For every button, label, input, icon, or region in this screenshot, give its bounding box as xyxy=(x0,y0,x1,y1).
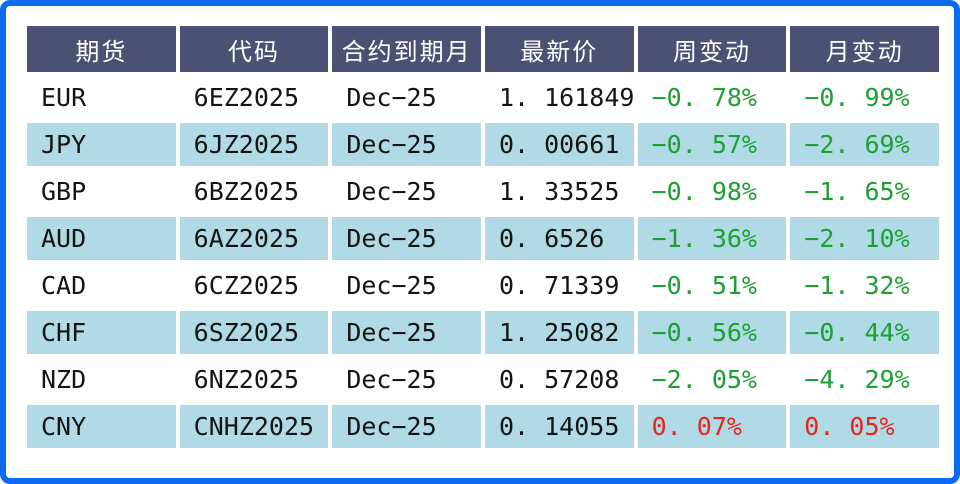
cell-last-price: 0. 71339 xyxy=(484,264,634,307)
table-row: JPY 6JZ2025 Dec−25 0. 00661 −0. 57% −2. … xyxy=(27,123,939,166)
cell-futures: NZD xyxy=(27,358,176,401)
cell-week-change: −0. 56% xyxy=(637,311,787,354)
cell-week-change: −0. 98% xyxy=(637,170,787,213)
cell-code: CNHZ2025 xyxy=(179,405,329,448)
cell-month-change: −1. 32% xyxy=(790,264,939,307)
cell-month-change: −2. 10% xyxy=(790,217,939,260)
cell-futures: AUD xyxy=(27,217,176,260)
cell-week-change: −0. 57% xyxy=(637,123,787,166)
cell-expiry-month: Dec−25 xyxy=(332,358,481,401)
cell-last-price: 0. 6526 xyxy=(484,217,634,260)
col-header-month-change: 月变动 xyxy=(790,26,939,72)
cell-last-price: 0. 14055 xyxy=(484,405,634,448)
header-row: 期货 代码 合约到期月 最新价 周变动 月变动 xyxy=(27,26,939,72)
table-row: CHF 6SZ2025 Dec−25 1. 25082 −0. 56% −0. … xyxy=(27,311,939,354)
table-row: AUD 6AZ2025 Dec−25 0. 6526 −1. 36% −2. 1… xyxy=(27,217,939,260)
table-row: CNY CNHZ2025 Dec−25 0. 14055 0. 07% 0. 0… xyxy=(27,405,939,448)
cell-expiry-month: Dec−25 xyxy=(332,405,481,448)
cell-last-price: 1. 33525 xyxy=(484,170,634,213)
cell-expiry-month: Dec−25 xyxy=(332,264,481,307)
cell-futures: CAD xyxy=(27,264,176,307)
cell-expiry-month: Dec−25 xyxy=(332,123,481,166)
cell-month-change: −0. 44% xyxy=(790,311,939,354)
cell-week-change: −0. 51% xyxy=(637,264,787,307)
cell-code: 6EZ2025 xyxy=(179,76,329,119)
cell-code: 6BZ2025 xyxy=(179,170,329,213)
col-header-week-change: 周变动 xyxy=(637,26,787,72)
cell-month-change: −4. 29% xyxy=(790,358,939,401)
cell-week-change: 0. 07% xyxy=(637,405,787,448)
cell-week-change: −1. 36% xyxy=(637,217,787,260)
table-row: EUR 6EZ2025 Dec−25 1. 161849 −0. 78% −0.… xyxy=(27,76,939,119)
table-row: GBP 6BZ2025 Dec−25 1. 33525 −0. 98% −1. … xyxy=(27,170,939,213)
col-header-futures: 期货 xyxy=(27,26,176,72)
cell-code: 6AZ2025 xyxy=(179,217,329,260)
col-header-expiry-month: 合约到期月 xyxy=(332,26,481,72)
cell-last-price: 0. 00661 xyxy=(484,123,634,166)
cell-futures: GBP xyxy=(27,170,176,213)
fx-futures-table: 期货 代码 合约到期月 最新价 周变动 月变动 EUR 6EZ2025 Dec−… xyxy=(23,22,943,452)
table-row: CAD 6CZ2025 Dec−25 0. 71339 −0. 51% −1. … xyxy=(27,264,939,307)
cell-last-price: 1. 161849 xyxy=(484,76,634,119)
cell-month-change: −1. 65% xyxy=(790,170,939,213)
col-header-last-price: 最新价 xyxy=(484,26,634,72)
cell-futures: CHF xyxy=(27,311,176,354)
cell-last-price: 1. 25082 xyxy=(484,311,634,354)
cell-code: 6SZ2025 xyxy=(179,311,329,354)
table-body: EUR 6EZ2025 Dec−25 1. 161849 −0. 78% −0.… xyxy=(27,76,939,448)
cell-futures: CNY xyxy=(27,405,176,448)
table-header: 期货 代码 合约到期月 最新价 周变动 月变动 xyxy=(27,26,939,72)
cell-expiry-month: Dec−25 xyxy=(332,217,481,260)
col-header-code: 代码 xyxy=(179,26,329,72)
cell-code: 6JZ2025 xyxy=(179,123,329,166)
cell-week-change: −2. 05% xyxy=(637,358,787,401)
cell-expiry-month: Dec−25 xyxy=(332,311,481,354)
cell-code: 6CZ2025 xyxy=(179,264,329,307)
cell-month-change: −0. 99% xyxy=(790,76,939,119)
cell-week-change: −0. 78% xyxy=(637,76,787,119)
cell-expiry-month: Dec−25 xyxy=(332,76,481,119)
cell-expiry-month: Dec−25 xyxy=(332,170,481,213)
cell-month-change: 0. 05% xyxy=(790,405,939,448)
cell-month-change: −2. 69% xyxy=(790,123,939,166)
cell-last-price: 0. 57208 xyxy=(484,358,634,401)
cell-futures: EUR xyxy=(27,76,176,119)
cell-futures: JPY xyxy=(27,123,176,166)
cell-code: 6NZ2025 xyxy=(179,358,329,401)
table-row: NZD 6NZ2025 Dec−25 0. 57208 −2. 05% −4. … xyxy=(27,358,939,401)
